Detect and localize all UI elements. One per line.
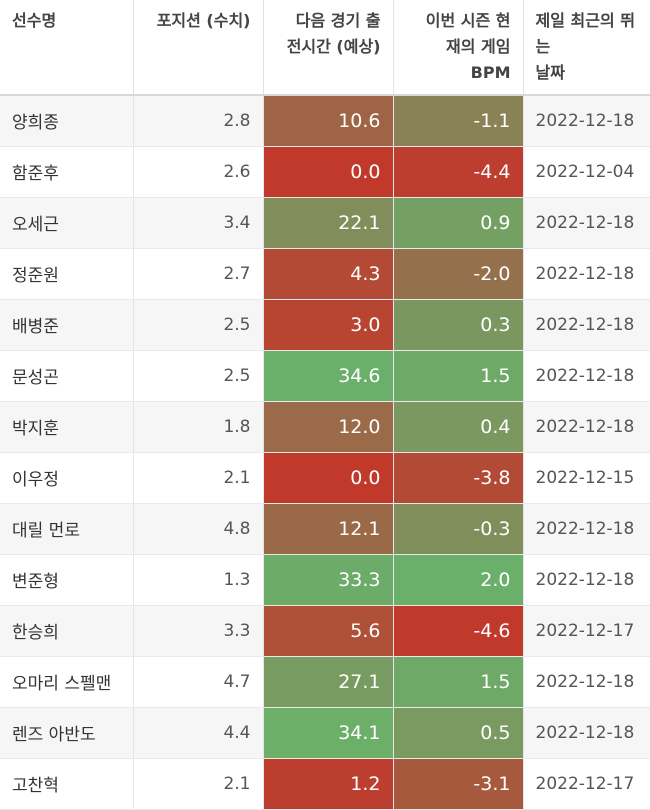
position-value: 4.7 [133, 656, 264, 708]
position-value: 2.5 [133, 299, 264, 351]
position-value: 3.3 [133, 605, 264, 657]
last-game-date: 2022-12-15 [523, 452, 650, 504]
minutes-value: 22.1 [263, 197, 394, 249]
minutes-value: 3.0 [263, 299, 394, 351]
bpm-value: -1.1 [393, 95, 524, 147]
table-row[interactable]: 함준후 2.6 0.0 -4.4 2022-12-04 [0, 146, 650, 198]
minutes-value: 0.0 [263, 452, 394, 504]
bpm-value: -4.4 [393, 146, 524, 198]
player-name: 오마리 스펠맨 [0, 656, 134, 708]
minutes-value: 5.6 [263, 605, 394, 657]
position-value: 2.5 [133, 350, 264, 402]
bpm-value: -3.8 [393, 452, 524, 504]
bpm-value: -4.6 [393, 605, 524, 657]
last-game-date: 2022-12-04 [523, 146, 650, 198]
column-header-date[interactable]: 제일 최근의 뛰는 날짜 [523, 0, 650, 96]
bpm-value: -2.0 [393, 248, 524, 300]
table-row[interactable]: 오세근 3.4 22.1 0.9 2022-12-18 [0, 197, 650, 249]
column-header-name[interactable]: 선수명 [0, 0, 134, 96]
last-game-date: 2022-12-18 [523, 554, 650, 606]
last-game-date: 2022-12-18 [523, 350, 650, 402]
bpm-value: -3.1 [393, 758, 524, 810]
last-game-date: 2022-12-17 [523, 758, 650, 810]
last-game-date: 2022-12-17 [523, 605, 650, 657]
table-row[interactable]: 이우정 2.1 0.0 -3.8 2022-12-15 [0, 452, 650, 504]
position-value: 2.8 [133, 95, 264, 147]
last-game-date: 2022-12-18 [523, 299, 650, 351]
last-game-date: 2022-12-18 [523, 197, 650, 249]
bpm-value: 0.3 [393, 299, 524, 351]
table-body: 양희종 2.8 10.6 -1.1 2022-12-18 함준후 2.6 0.0 -4.4 202… [0, 95, 650, 810]
minutes-value: 4.3 [263, 248, 394, 300]
minutes-value: 27.1 [263, 656, 394, 708]
minutes-value: 34.1 [263, 707, 394, 759]
minutes-value: 33.3 [263, 554, 394, 606]
position-value: 1.8 [133, 401, 264, 453]
table-row[interactable]: 문성곤 2.5 34.6 1.5 2022-12-18 [0, 350, 650, 402]
position-value: 4.4 [133, 707, 264, 759]
column-header-minutes[interactable]: 다음 경기 출 전시간 (예상) [263, 0, 394, 96]
table-row[interactable]: 대릴 먼로 4.8 12.1 -0.3 2022-12-18 [0, 503, 650, 555]
player-name: 오세근 [0, 197, 134, 249]
table-row[interactable]: 박지훈 1.8 12.0 0.4 2022-12-18 [0, 401, 650, 453]
position-value: 3.4 [133, 197, 264, 249]
player-name: 이우정 [0, 452, 134, 504]
bpm-value: 2.0 [393, 554, 524, 606]
last-game-date: 2022-12-18 [523, 656, 650, 708]
last-game-date: 2022-12-18 [523, 707, 650, 759]
player-name: 양희종 [0, 95, 134, 147]
table-row[interactable]: 렌즈 아반도 4.4 34.1 0.5 2022-12-18 [0, 707, 650, 759]
player-name: 함준후 [0, 146, 134, 198]
bpm-value: 1.5 [393, 350, 524, 402]
position-value: 2.7 [133, 248, 264, 300]
position-value: 2.1 [133, 452, 264, 504]
table-row[interactable]: 고찬혁 2.1 1.2 -3.1 2022-12-17 [0, 758, 650, 810]
last-game-date: 2022-12-18 [523, 401, 650, 453]
minutes-value: 34.6 [263, 350, 394, 402]
minutes-value: 1.2 [263, 758, 394, 810]
player-name: 배병준 [0, 299, 134, 351]
column-header-bpm[interactable]: 이번 시즌 현 재의 게임 BPM [393, 0, 524, 96]
player-name: 렌즈 아반도 [0, 707, 134, 759]
bpm-value: 0.9 [393, 197, 524, 249]
minutes-value: 0.0 [263, 146, 394, 198]
last-game-date: 2022-12-18 [523, 248, 650, 300]
table-row[interactable]: 배병준 2.5 3.0 0.3 2022-12-18 [0, 299, 650, 351]
table-row[interactable]: 양희종 2.8 10.6 -1.1 2022-12-18 [0, 95, 650, 147]
header-row: 선수명 포지션 (수치) 다음 경기 출 전시간 (예상) 이번 시즌 현 재의… [0, 0, 650, 96]
player-name: 고찬혁 [0, 758, 134, 810]
minutes-value: 12.1 [263, 503, 394, 555]
position-value: 2.6 [133, 146, 264, 198]
player-name: 대릴 먼로 [0, 503, 134, 555]
minutes-value: 10.6 [263, 95, 394, 147]
player-name: 박지훈 [0, 401, 134, 453]
position-value: 2.1 [133, 758, 264, 810]
bpm-value: -0.3 [393, 503, 524, 555]
table-row[interactable]: 변준형 1.3 33.3 2.0 2022-12-18 [0, 554, 650, 606]
bpm-value: 1.5 [393, 656, 524, 708]
table-row[interactable]: 한승희 3.3 5.6 -4.6 2022-12-17 [0, 605, 650, 657]
position-value: 1.3 [133, 554, 264, 606]
bpm-value: 0.4 [393, 401, 524, 453]
last-game-date: 2022-12-18 [523, 503, 650, 555]
minutes-value: 12.0 [263, 401, 394, 453]
player-name: 변준형 [0, 554, 134, 606]
table-row[interactable]: 오마리 스펠맨 4.7 27.1 1.5 2022-12-18 [0, 656, 650, 708]
bpm-value: 0.5 [393, 707, 524, 759]
player-name: 정준원 [0, 248, 134, 300]
player-name: 문성곤 [0, 350, 134, 402]
player-name: 한승희 [0, 605, 134, 657]
column-header-position[interactable]: 포지션 (수치) [133, 0, 264, 96]
last-game-date: 2022-12-18 [523, 95, 650, 147]
table-row[interactable]: 정준원 2.7 4.3 -2.0 2022-12-18 [0, 248, 650, 300]
position-value: 4.8 [133, 503, 264, 555]
